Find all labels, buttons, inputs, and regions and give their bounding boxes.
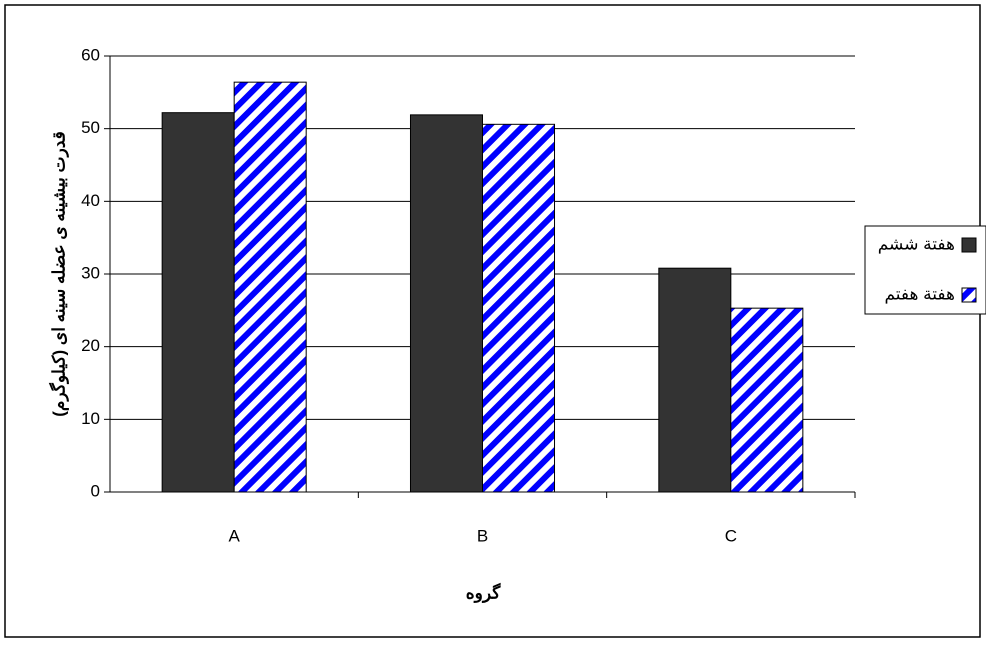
x-axis-label: گروه (466, 582, 501, 603)
y-tick-label: 60 (81, 45, 100, 64)
y-tick-label: 50 (81, 118, 100, 137)
bar (161, 112, 235, 493)
bar (409, 114, 484, 493)
legend-label: هفتة هفتم (884, 284, 955, 304)
y-tick-label: 30 (81, 263, 100, 282)
x-tick-label: A (228, 526, 240, 545)
y-tick-label: 0 (91, 481, 100, 500)
legend-swatch (961, 237, 977, 253)
legend-label: هفتة ششم (878, 234, 955, 254)
y-axis-label: قدرت بیشینه ی عضله سینه ای (کیلوگرم) (48, 131, 69, 417)
y-tick-label: 20 (81, 336, 100, 355)
x-tick-label: C (725, 526, 737, 545)
bar (482, 123, 556, 493)
x-tick-label: B (477, 526, 488, 545)
bar (658, 267, 732, 493)
legend-swatch (961, 287, 977, 303)
y-tick-label: 40 (81, 191, 100, 210)
bar (730, 307, 804, 493)
bar (233, 81, 307, 493)
y-tick-label: 10 (81, 409, 100, 428)
